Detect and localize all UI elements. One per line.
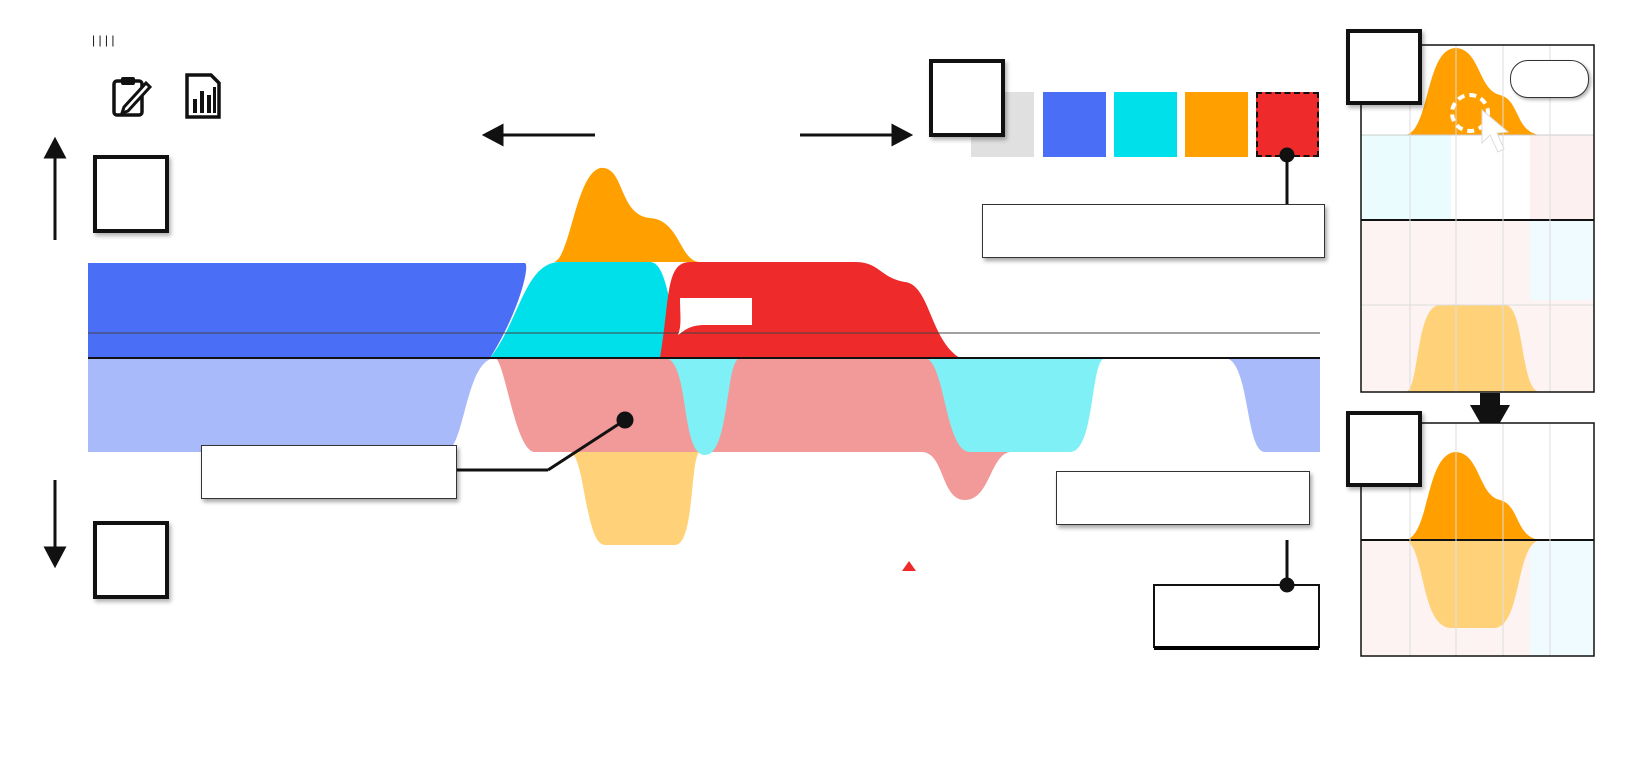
study-lower-area xyxy=(570,452,700,545)
leisure-lower-area-2 xyxy=(925,358,1105,452)
legend-item-rest[interactable] xyxy=(1043,92,1106,157)
work-upper-area xyxy=(660,262,960,358)
annotation-letter-a xyxy=(929,59,1005,137)
timeslices-arrows xyxy=(481,123,914,147)
legend-item-study[interactable] xyxy=(1185,92,1248,157)
panel-d-frame xyxy=(1360,44,1595,393)
current-day-frame xyxy=(1153,584,1320,648)
work-lower-area xyxy=(495,358,1010,500)
callout-connectors xyxy=(450,147,1295,593)
rest-upper-area xyxy=(88,263,527,358)
current-day-callout xyxy=(1056,471,1310,525)
rest-lower-area-2 xyxy=(1225,358,1320,452)
legend-item-leisure[interactable] xyxy=(1114,92,1177,157)
annotation-letter-e xyxy=(1346,411,1422,487)
chart-document-icon xyxy=(173,72,233,120)
ongoing-activity-callout xyxy=(982,204,1325,258)
day-label-current[interactable] xyxy=(1154,646,1319,650)
annotation-letter-d xyxy=(1346,29,1422,105)
rest-lower-area xyxy=(88,358,495,452)
leisure-lower-area xyxy=(665,358,740,455)
leisure-tooltip xyxy=(678,298,752,335)
click-bubble xyxy=(1510,60,1589,98)
duration-bins-arrow xyxy=(43,136,67,569)
annotation-letter-b xyxy=(93,155,169,233)
panel-e-frame xyxy=(1360,422,1595,657)
annotation-letter-c xyxy=(93,521,169,599)
leisure-upper-area xyxy=(490,262,680,358)
timeline-stream[interactable] xyxy=(60,167,1320,545)
study-upper-area xyxy=(553,167,700,262)
clipboard-pen-icon xyxy=(99,72,159,120)
diary-button[interactable] xyxy=(99,72,159,120)
cursor-icon xyxy=(1481,108,1510,153)
current-time-marker xyxy=(902,561,916,571)
activity-wave-callout xyxy=(201,445,457,499)
user-info-bar: | | | | xyxy=(92,33,115,47)
view-button[interactable] xyxy=(173,72,233,120)
